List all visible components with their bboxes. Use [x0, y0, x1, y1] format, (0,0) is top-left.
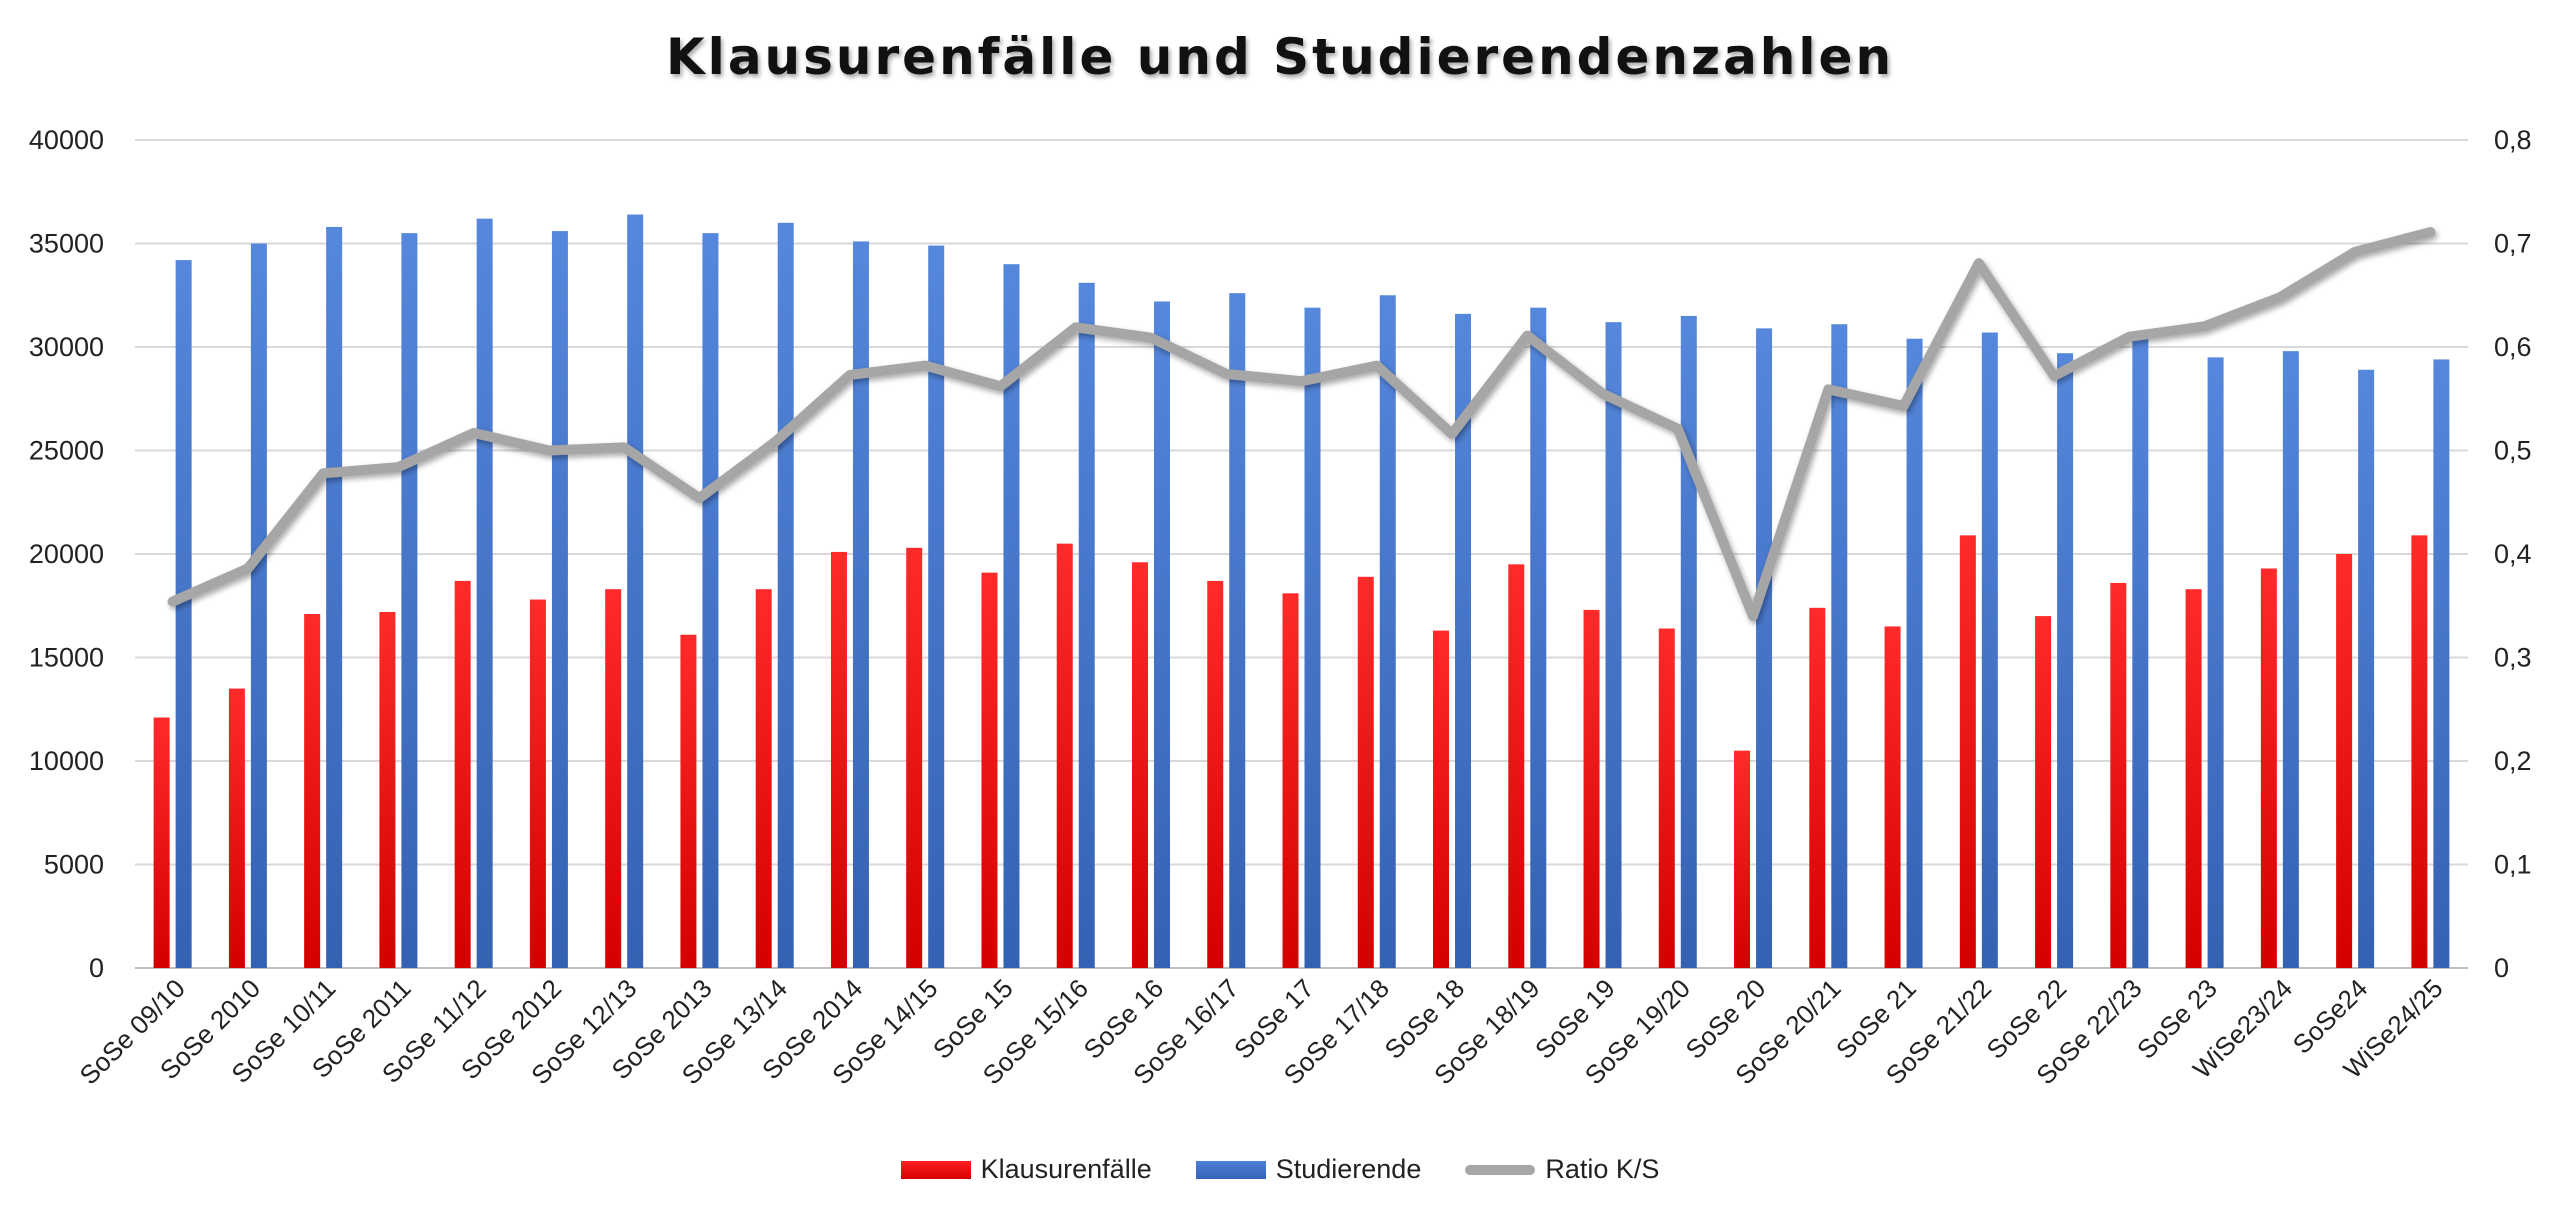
bar-klausurenfaelle: [1508, 564, 1525, 968]
bar-klausurenfaelle: [755, 589, 772, 968]
bar-studierende: [476, 218, 493, 968]
y-tick-right: 0: [2494, 953, 2509, 983]
legend-swatch-blue: [1195, 1160, 1266, 1179]
bar-studierende: [175, 260, 192, 968]
bar-studierende: [1003, 264, 1020, 968]
bar-klausurenfaelle: [906, 547, 923, 968]
bar-studierende: [2433, 359, 2450, 968]
ratio-line: [167, 227, 2436, 622]
bar-studierende: [928, 245, 945, 968]
bar-studierende: [702, 233, 719, 968]
bar-klausurenfaelle: [304, 614, 321, 968]
legend-label-ratio: Ratio K/S: [1545, 1154, 1660, 1184]
bar-klausurenfaelle: [1884, 626, 1901, 968]
bar-studierende: [1605, 322, 1622, 968]
bar-klausurenfaelle: [981, 572, 998, 968]
y-tick-right: 0,4: [2494, 539, 2532, 569]
y-tick-left: 5000: [44, 850, 104, 880]
bar-klausurenfaelle: [1809, 607, 1826, 968]
bar-klausurenfaelle: [1583, 609, 1600, 968]
bar-klausurenfaelle: [529, 599, 546, 968]
bar-klausurenfaelle: [1131, 562, 1148, 968]
bar-studierende: [1981, 332, 1998, 968]
bar-studierende: [1831, 324, 1848, 969]
y-tick-right: 0,7: [2494, 229, 2532, 259]
y-tick-right: 0,8: [2494, 125, 2532, 155]
y-tick-left: 40000: [29, 125, 104, 155]
bar-studierende: [1680, 315, 1697, 968]
ratio-line-layer: [167, 227, 2436, 622]
bar-studierende: [1906, 338, 1923, 969]
y-tick-right: 0,1: [2494, 850, 2532, 880]
bar-klausurenfaelle: [2260, 568, 2277, 968]
y-tick-left: 10000: [29, 746, 104, 776]
bar-klausurenfaelle: [680, 634, 697, 968]
y-tick-right: 0,2: [2494, 746, 2532, 776]
y-tick-left: 30000: [29, 332, 104, 362]
bar-studierende: [852, 241, 869, 968]
bar-studierende: [2132, 336, 2149, 968]
bar-klausurenfaelle: [1056, 543, 1073, 968]
bar-klausurenfaelle: [2035, 616, 2052, 968]
legend-label-klausurenfaelle: Klausurenfälle: [980, 1154, 1152, 1184]
bar-klausurenfaelle: [1207, 580, 1224, 968]
legend-item-klausurenfaelle: Klausurenfälle: [900, 1154, 1152, 1185]
y-tick-left: 20000: [29, 539, 104, 569]
bar-studierende: [1455, 313, 1472, 968]
legend-label-studierende: Studierende: [1275, 1154, 1422, 1184]
bar-studierende: [777, 222, 794, 969]
bar-klausurenfaelle: [153, 717, 170, 968]
legend: Klausurenfälle Studierende Ratio K/S: [0, 1154, 2560, 1185]
bar-studierende: [2207, 357, 2224, 969]
bar-klausurenfaelle: [379, 611, 396, 968]
bar-studierende: [1530, 307, 1547, 968]
bar-studierende: [2282, 351, 2299, 968]
bars: [153, 214, 2450, 969]
bar-klausurenfaelle: [2336, 554, 2353, 968]
bar-studierende: [2057, 353, 2074, 969]
bar-klausurenfaelle: [1658, 628, 1675, 968]
y-tick-left: 25000: [29, 436, 104, 466]
bar-studierende: [250, 243, 267, 968]
legend-swatch-line: [1465, 1164, 1536, 1175]
legend-item-ratio: Ratio K/S: [1465, 1154, 1659, 1185]
bar-klausurenfaelle: [1433, 630, 1450, 968]
bar-klausurenfaelle: [1357, 576, 1374, 968]
chart-title: Klausurenfälle und Studierendenzahlen: [665, 28, 1895, 86]
bar-klausurenfaelle: [2185, 589, 2202, 968]
bar-studierende: [1153, 301, 1170, 969]
legend-swatch-red: [900, 1160, 971, 1179]
y-tick-left: 15000: [29, 643, 104, 673]
bar-klausurenfaelle: [1282, 593, 1299, 968]
y-tick-right: 0,6: [2494, 332, 2532, 362]
bar-studierende: [1379, 295, 1396, 968]
bar-studierende: [2358, 369, 2375, 968]
bar-klausurenfaelle: [228, 688, 245, 968]
legend-item-studierende: Studierende: [1195, 1154, 1422, 1185]
y-tick-left: 0: [89, 953, 104, 983]
bar-studierende: [551, 231, 568, 968]
gridlines: [135, 139, 2468, 969]
bar-studierende: [1229, 293, 1246, 968]
y-tick-left: 35000: [29, 229, 104, 259]
bar-studierende: [326, 226, 343, 968]
bar-klausurenfaelle: [1734, 750, 1751, 968]
bar-studierende: [401, 233, 418, 968]
bar-studierende: [627, 214, 644, 968]
y-tick-right: 0,3: [2494, 643, 2532, 673]
bar-studierende: [1078, 282, 1095, 969]
y-tick-right: 0,5: [2494, 436, 2532, 466]
bar-klausurenfaelle: [2411, 535, 2428, 968]
bar-studierende: [1756, 328, 1773, 968]
bar-klausurenfaelle: [454, 580, 471, 968]
bar-klausurenfaelle: [605, 589, 622, 968]
bar-klausurenfaelle: [830, 551, 847, 968]
bar-klausurenfaelle: [1959, 535, 1976, 968]
bar-klausurenfaelle: [2110, 582, 2127, 968]
bar-studierende: [1304, 307, 1321, 968]
